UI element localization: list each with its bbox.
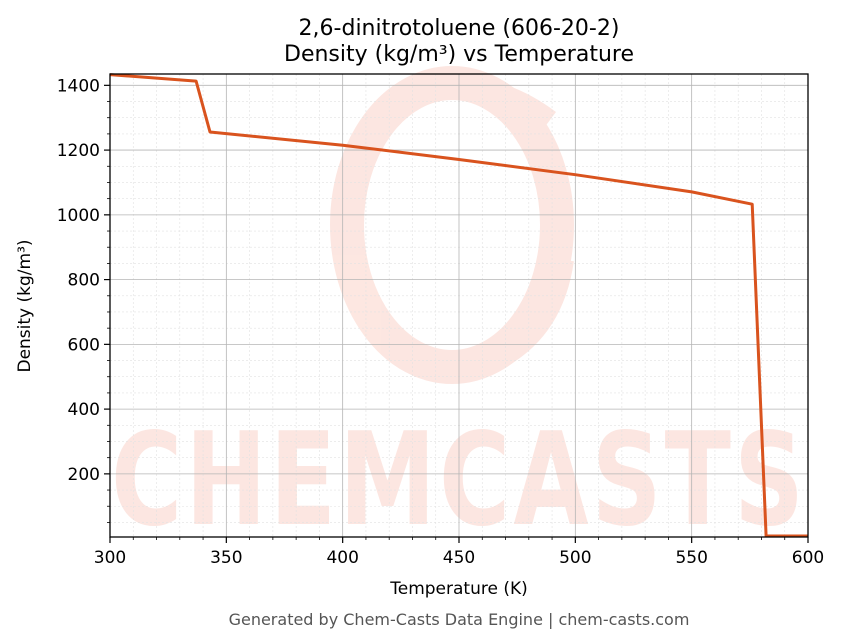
y-tick-label: 1000: [57, 206, 100, 226]
x-tick-label: 350: [210, 548, 242, 568]
y-tick-label: 200: [68, 465, 100, 485]
density-series-line: [109, 73, 808, 538]
y-axis-label: Density (kg/m³): [15, 239, 35, 372]
chart-subtitle: Density (kg/m³) vs Temperature: [284, 42, 634, 67]
y-tick-label: 1400: [57, 76, 100, 96]
x-axis-ticks: 300 350 400 450 500 550 600: [94, 537, 824, 568]
x-tick-label: 400: [326, 548, 358, 568]
x-tick-label: 550: [675, 548, 707, 568]
y-tick-label: 1200: [57, 141, 100, 161]
chart-title: 2,6-dinitrotoluene (606-20-2): [299, 16, 620, 41]
y-tick-label: 800: [68, 271, 100, 291]
y-axis-ticks: 200 400 600 800 1000 1200 1400: [57, 76, 110, 523]
x-tick-label: 600: [792, 548, 824, 568]
y-tick-label: 400: [68, 400, 100, 420]
watermark-swirl-icon: [330, 66, 574, 384]
series-layer: [109, 73, 808, 538]
y-tick-label: 600: [68, 335, 100, 355]
footer-credit: Generated by Chem-Casts Data Engine | ch…: [229, 610, 690, 629]
x-tick-label: 450: [443, 548, 475, 568]
x-axis-label: Temperature (K): [389, 579, 528, 599]
x-tick-label: 300: [94, 548, 126, 568]
x-tick-label: 500: [559, 548, 591, 568]
